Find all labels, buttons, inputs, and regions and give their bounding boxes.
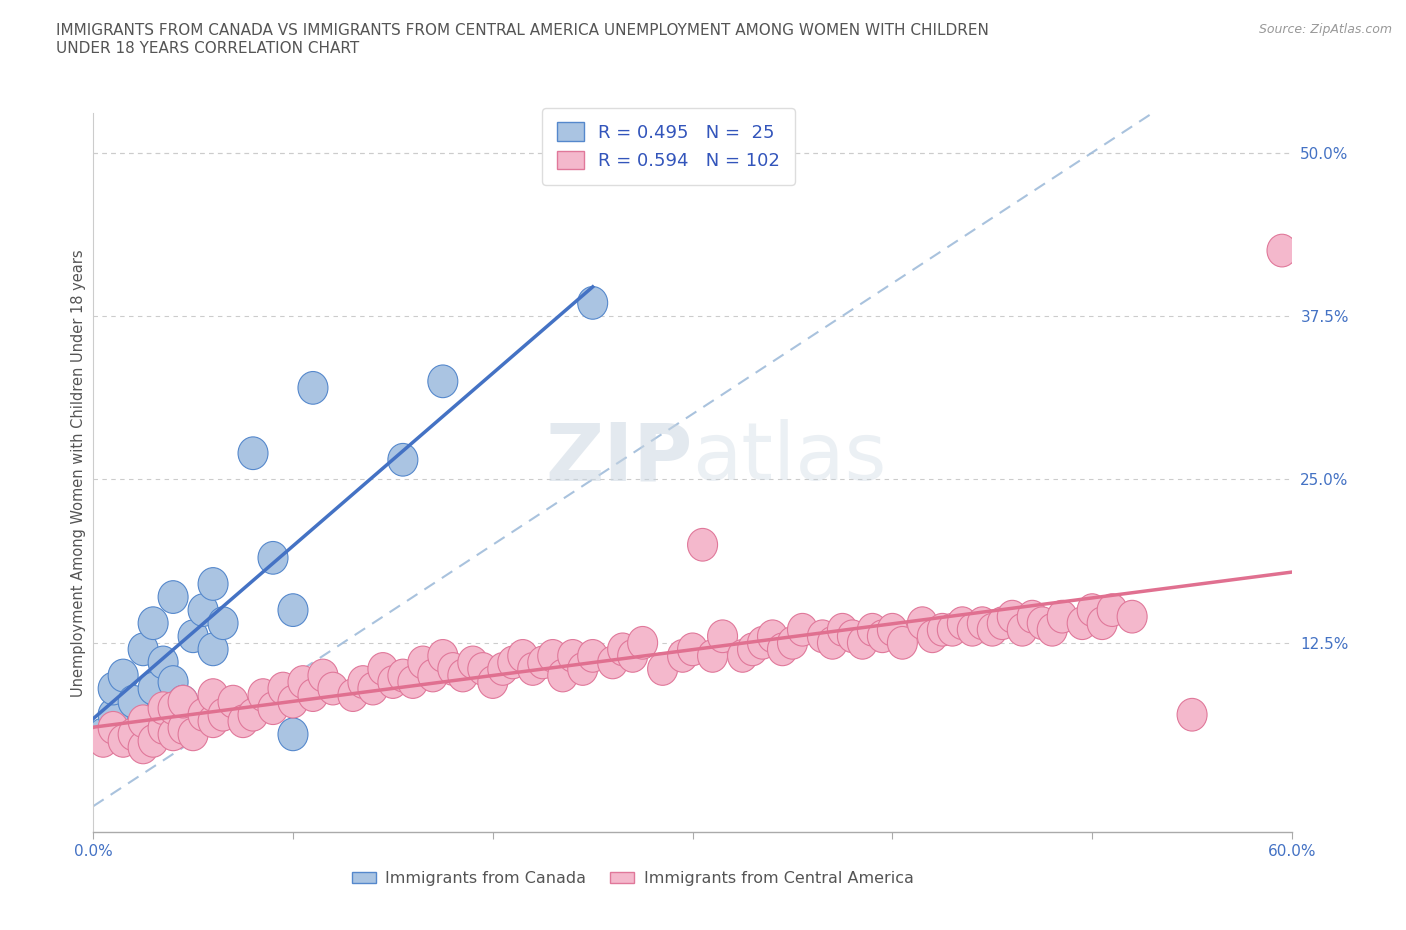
- Text: ZIP: ZIP: [546, 419, 693, 498]
- Y-axis label: Unemployment Among Women with Children Under 18 years: Unemployment Among Women with Children U…: [72, 249, 86, 697]
- Text: Source: ZipAtlas.com: Source: ZipAtlas.com: [1258, 23, 1392, 36]
- Text: IMMIGRANTS FROM CANADA VS IMMIGRANTS FROM CENTRAL AMERICA UNEMPLOYMENT AMONG WOM: IMMIGRANTS FROM CANADA VS IMMIGRANTS FRO…: [56, 23, 988, 56]
- Legend: R = 0.495   N =  25, R = 0.594   N = 102: R = 0.495 N = 25, R = 0.594 N = 102: [543, 108, 794, 184]
- Text: atlas: atlas: [693, 419, 887, 498]
